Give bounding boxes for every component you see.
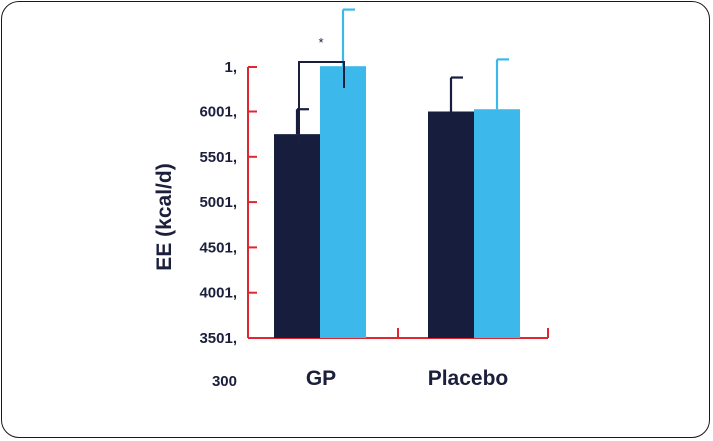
bar [474, 109, 520, 338]
bar [320, 66, 366, 338]
y-tick-label: 5501, [199, 149, 237, 166]
significance-star: * [318, 35, 323, 50]
significance-bracket [298, 61, 345, 146]
category-label: GP [306, 367, 336, 390]
y-tick-label: 6001, [199, 104, 237, 121]
labels: 300 3501, 4001, 4501, 5001, 5501, 6001, 1, * GP Pl… [199, 35, 508, 390]
bar [274, 134, 320, 338]
y-tick-label: 3501, [199, 330, 237, 347]
y-tick-label: 1, [224, 59, 237, 76]
y-axis-label: EE (kcal/d) [153, 163, 176, 270]
y-tick-label: 4001, [199, 285, 237, 302]
category-label: Placebo [428, 367, 509, 390]
y-tick-label: 5001, [199, 194, 237, 211]
bars [274, 8, 520, 338]
y-tick-label: 4501, [199, 239, 237, 256]
bar [428, 111, 474, 338]
y-tick-label: 300 [212, 373, 237, 390]
